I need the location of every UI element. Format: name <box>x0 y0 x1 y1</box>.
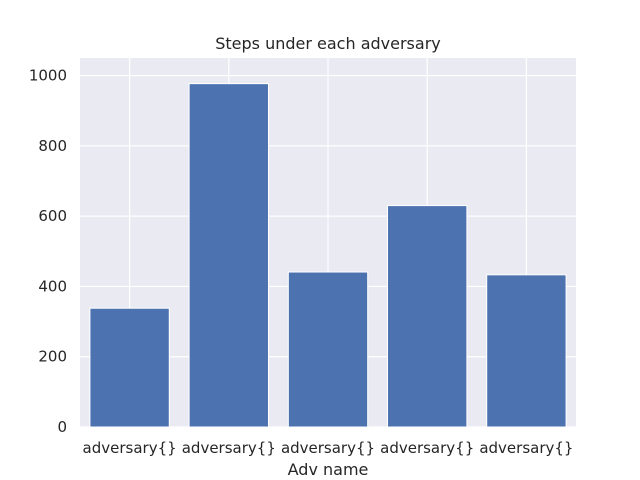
y-tick-label: 200 <box>38 348 67 366</box>
bar <box>387 205 468 428</box>
bar <box>89 307 170 428</box>
y-tick-labels: 0 200 400 600 800 1000 <box>29 67 67 436</box>
x-tick-label: adversary{} <box>281 439 375 457</box>
bar <box>188 83 269 428</box>
x-tick-label: adversary{} <box>182 439 276 457</box>
bar <box>287 271 369 428</box>
x-axis-label: Adv name <box>288 460 369 479</box>
y-tick-label: 0 <box>57 418 67 436</box>
bar <box>486 274 567 428</box>
bars <box>89 83 567 428</box>
y-tick-label: 1000 <box>29 67 67 85</box>
y-tick-label: 800 <box>38 137 67 155</box>
x-tick-label: adversary{} <box>380 439 474 457</box>
x-tick-labels: adversary{} adversary{} adversary{} adversa… <box>83 439 574 457</box>
y-tick-label: 600 <box>38 207 67 225</box>
y-tick-label: 400 <box>38 277 67 295</box>
x-tick-label: adversary{} <box>479 439 573 457</box>
x-tick-label: adversary{} <box>83 439 177 457</box>
chart-title: Steps under each adversary <box>215 34 441 53</box>
